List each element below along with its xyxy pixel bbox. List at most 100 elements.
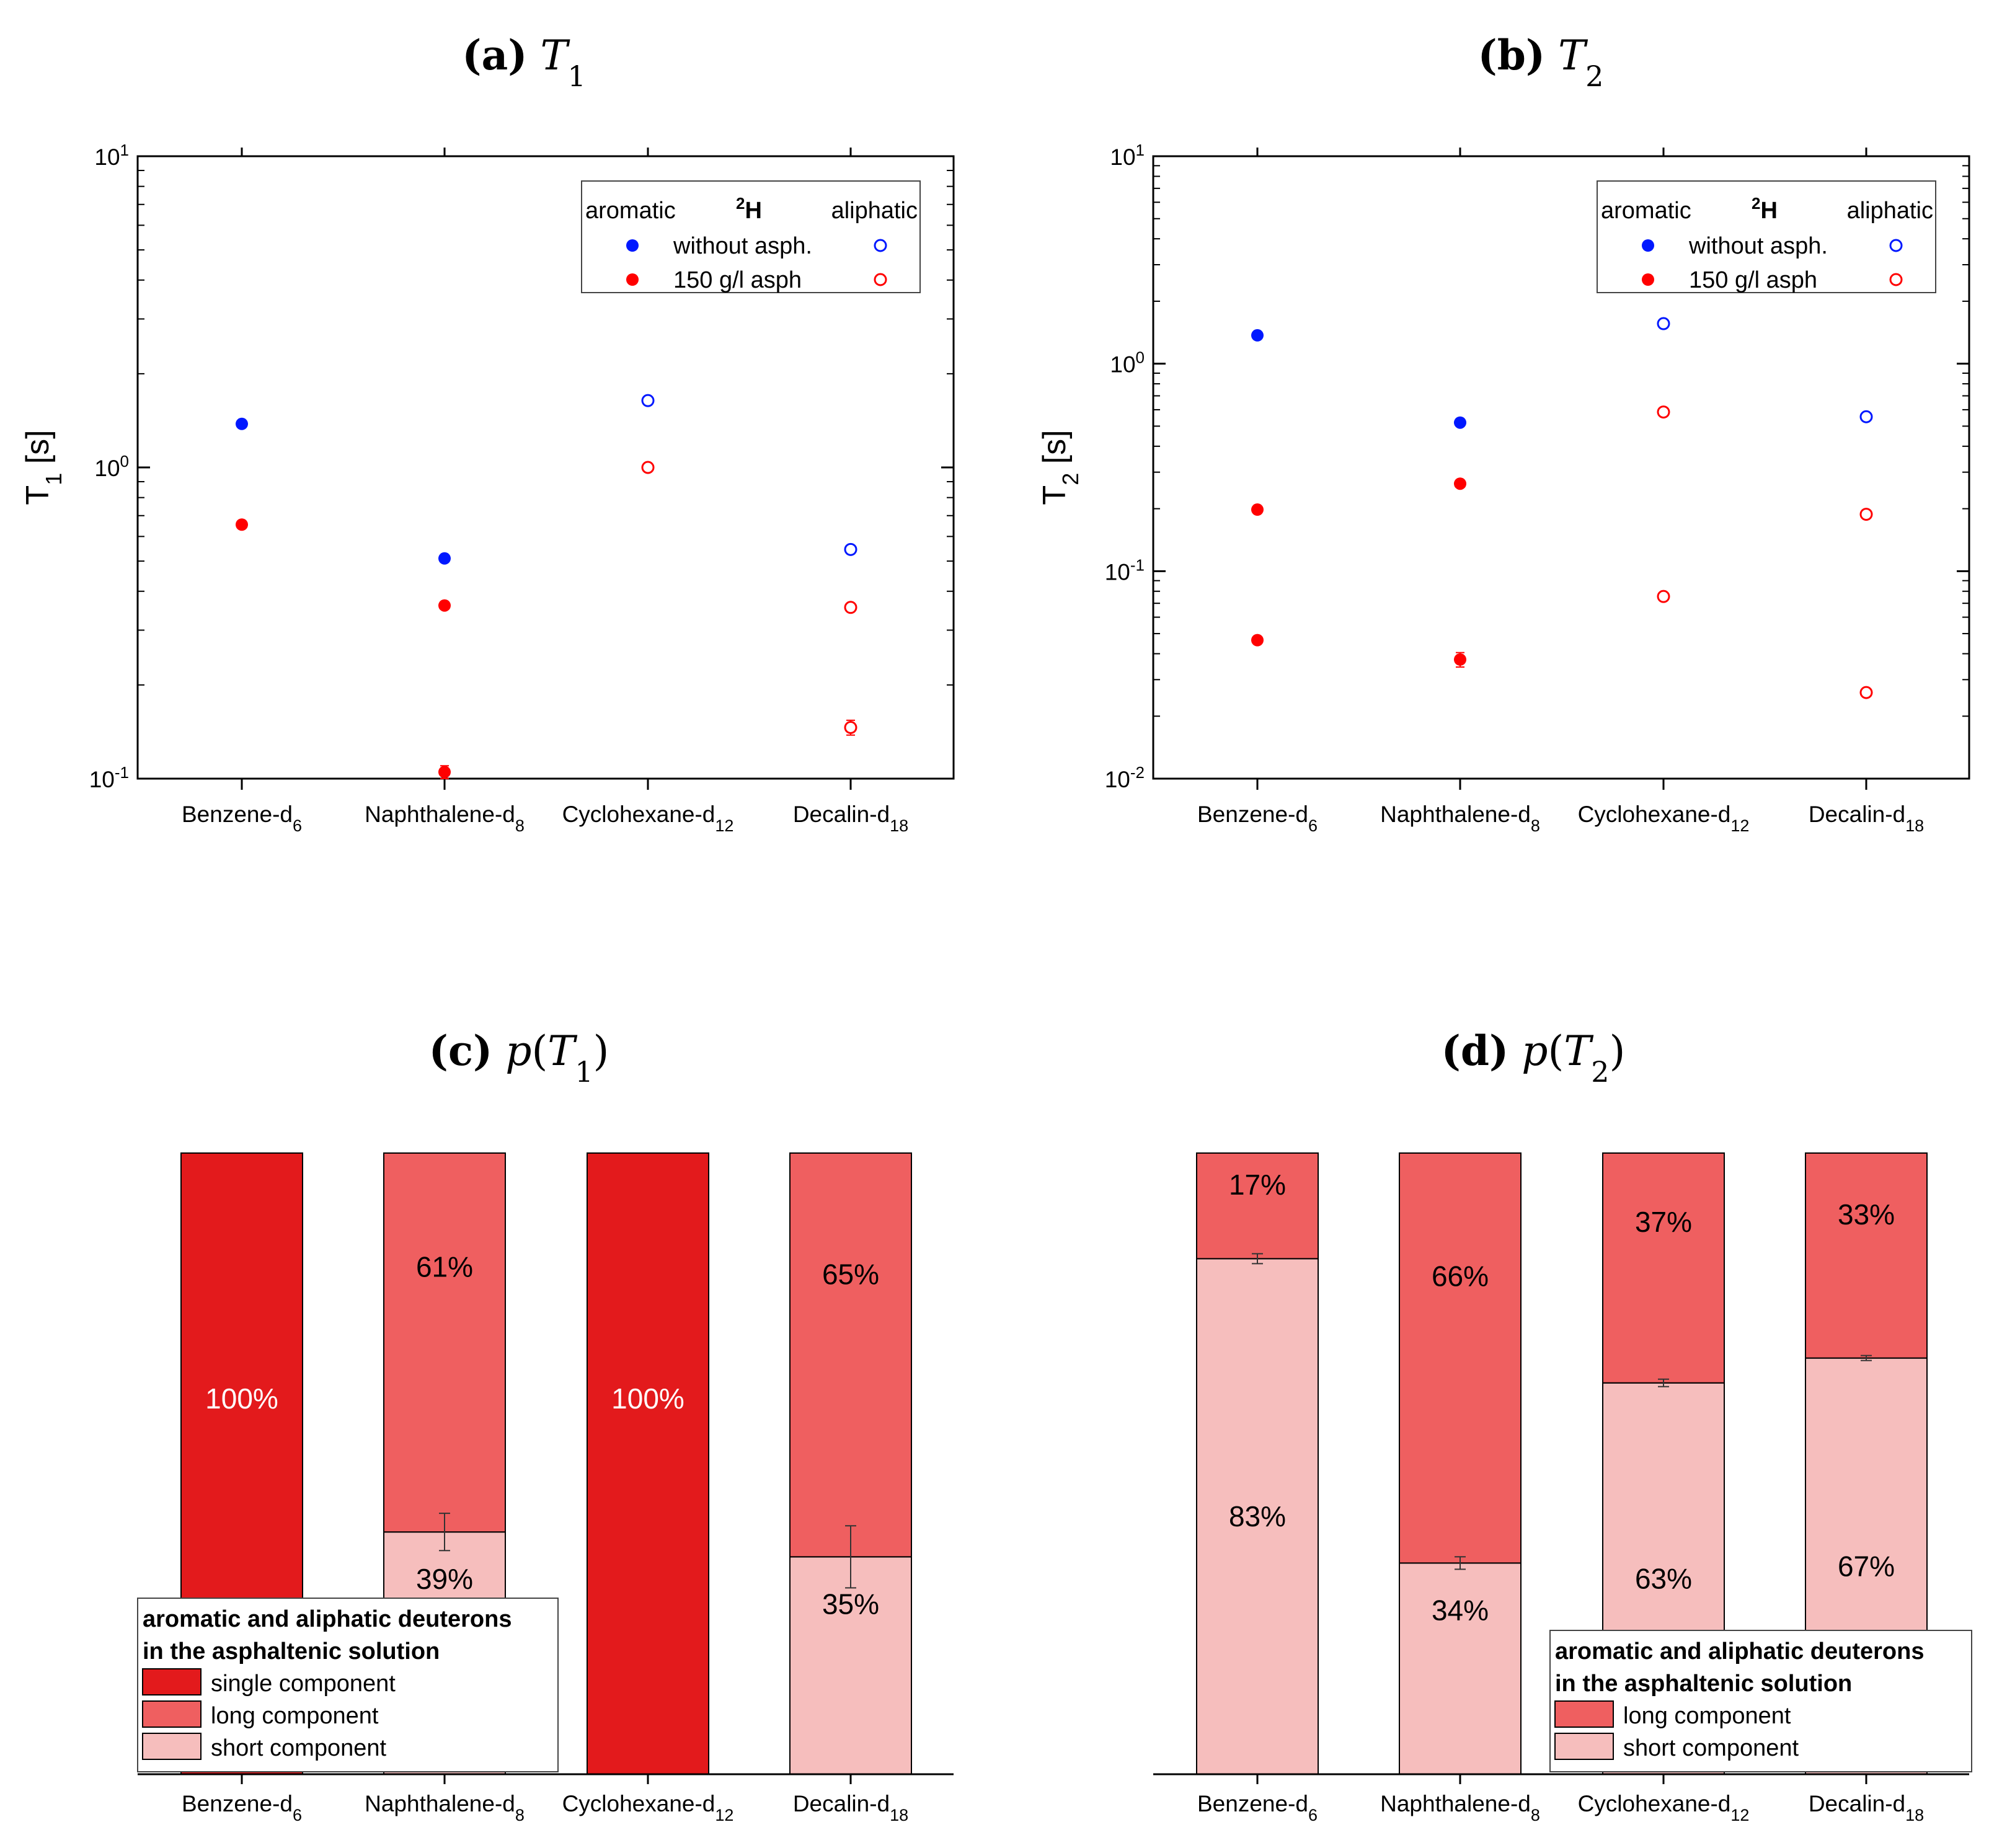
legend-text: without asph. (1688, 233, 1828, 259)
category-name: Cyclohexane-d (562, 802, 715, 827)
category-name: Decalin-d (1809, 1791, 1905, 1816)
data-point-aromatic (1454, 477, 1466, 490)
y-tick-label: 10-1 (89, 763, 129, 792)
legend-marker-open (874, 239, 887, 252)
category-subscript: 12 (1730, 816, 1749, 835)
data-point-aromatic (1251, 503, 1264, 516)
value-text: 100% (611, 1382, 684, 1415)
data-point-aromatic (1251, 329, 1264, 342)
category-subscript: 8 (1531, 816, 1540, 835)
category-subscript: 18 (890, 1806, 908, 1824)
value-text: 63% (1635, 1562, 1692, 1594)
title-function: p (1522, 1027, 1548, 1075)
tick-base: 10 (89, 767, 115, 792)
legend-title: in the asphaltenic solution (1555, 1671, 1852, 1697)
bar-segment-long (789, 1152, 912, 1558)
x-tick-label: Benzene-d6 (1197, 802, 1318, 835)
data-point-aliphatic (1657, 405, 1670, 419)
title-function: p (505, 1027, 531, 1075)
bar-value-label: 100% (205, 1382, 278, 1415)
x-tick-label: Cyclohexane-d12 (562, 802, 734, 835)
bar-value-label: 17% (1229, 1169, 1286, 1201)
legend-title: in the asphaltenic solution (143, 1638, 440, 1665)
data-point-aliphatic (641, 461, 655, 474)
category-name: Decalin-d (793, 802, 890, 827)
legend-entry-label: long component (1623, 1703, 1791, 1729)
legend-text: without asph. (673, 233, 812, 259)
category-name: Naphthalene-d (365, 1791, 515, 1816)
legend-swatch-long (142, 1700, 202, 1728)
space (527, 32, 540, 79)
title-variable: T (1558, 32, 1588, 79)
tick-exponent: 0 (120, 452, 129, 471)
panel-title: (d) p(T2) (1442, 1027, 1626, 1089)
paren-close: ) (593, 1027, 609, 1075)
data-point-aromatic (438, 552, 451, 565)
category-subscript: 18 (890, 816, 908, 835)
paren-close: ) (1610, 1027, 1626, 1075)
category-subscript: 6 (293, 816, 302, 835)
y-tick-label: 100 (94, 452, 129, 481)
panel-letter: (b) (1478, 31, 1546, 79)
legend-text: aliphatic (831, 198, 918, 224)
y-tick-label: 101 (1110, 141, 1145, 170)
legend-swatch-long (1554, 1700, 1614, 1728)
data-point-aliphatic (1657, 590, 1670, 603)
x-tick-label: Naphthalene-d8 (1380, 1791, 1540, 1824)
category-subscript: 18 (1905, 1806, 1924, 1824)
legend-marker-filled (626, 273, 639, 286)
bar-value-label: 66% (1432, 1260, 1489, 1292)
category-name: Naphthalene-d (365, 802, 515, 827)
bar-value-label: 37% (1635, 1206, 1692, 1238)
tick-exponent: 0 (1136, 348, 1145, 367)
data-point-aromatic (236, 518, 248, 531)
x-tick-label: Benzene-d6 (182, 1791, 302, 1824)
bar-segment-long (383, 1152, 506, 1533)
title-subscript: 1 (567, 60, 585, 93)
legend-entry-label: long component (211, 1703, 379, 1729)
title-subscript: 1 (575, 1055, 593, 1089)
legend-entry-label: without asph. (1688, 233, 1828, 259)
legend-aliphatic-header: aliphatic (1847, 198, 1933, 224)
bar-value-label: 35% (822, 1588, 879, 1620)
legend-marker-filled (1642, 239, 1654, 252)
x-tick-label: Benzene-d6 (1197, 1791, 1318, 1824)
data-point-aromatic (1454, 653, 1466, 666)
value-text: 35% (822, 1588, 879, 1620)
panel-title: (b) T2 (1478, 31, 1604, 93)
y-tick-label: 10-1 (1105, 555, 1145, 585)
legend-entry-label: without asph. (673, 233, 812, 259)
category-name: Decalin-d (793, 1791, 890, 1816)
bar-panel-d: (d) p(T2) 83% 17% 34% 66% 63% 37% 67% 33% Benzene… (1153, 1027, 1972, 1824)
bar-segment-long (1805, 1152, 1928, 1359)
category-subscript: 8 (515, 1806, 525, 1824)
legend-text: H (1761, 198, 1778, 224)
legend-marker-filled (1642, 273, 1654, 286)
category-subscript: 18 (1905, 816, 1924, 835)
bar-value-label: 83% (1229, 1500, 1286, 1532)
legend-isotope-header: 2H (1752, 194, 1778, 224)
x-tick-label: Decalin-d18 (793, 1791, 908, 1824)
data-point-aromatic (1454, 416, 1466, 429)
x-tick-label: Cyclohexane-d12 (562, 1791, 734, 1824)
legend-sup: 2 (736, 194, 745, 213)
y-axis-label: T1 [s] (20, 430, 66, 505)
category-subscript: 12 (715, 816, 733, 835)
value-text: 37% (1635, 1206, 1692, 1238)
tick-base: 10 (1110, 352, 1135, 378)
title-subscript: 2 (1591, 1055, 1609, 1089)
legend-text: 150 g/l asph (673, 267, 802, 293)
data-point-aliphatic (1657, 317, 1670, 330)
legend-entry-label: 150 g/l asph (1689, 267, 1817, 293)
legend-marker-open (1889, 239, 1903, 252)
bar-panel-c: (c) p(T1) 100% 39% 61% 100% 35% 65% Benzene-d6 N… (137, 1027, 954, 1824)
value-text: 83% (1229, 1500, 1286, 1532)
x-tick-label: Naphthalene-d8 (1380, 802, 1540, 835)
data-point-aromatic (236, 417, 248, 430)
category-name: Naphthalene-d (1380, 1791, 1531, 1816)
category-subscript: 8 (1531, 1806, 1540, 1824)
data-point-aromatic (438, 766, 451, 779)
category-subscript: 6 (1308, 816, 1318, 835)
